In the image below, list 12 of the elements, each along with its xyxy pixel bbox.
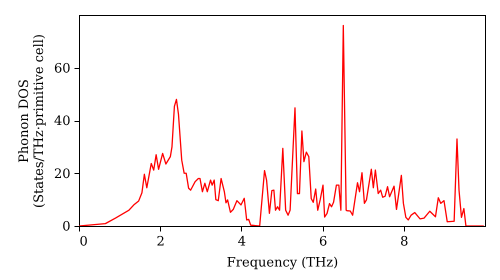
- x-tick-label: 4: [238, 234, 246, 250]
- line-series: [79, 24, 484, 226]
- x-tick-label: 8: [400, 234, 408, 250]
- y-axis-title: Phonon DOS (States/THz·primitive cell): [16, 34, 47, 208]
- y-tick-label: 40: [54, 114, 70, 129]
- y-tick-label: 60: [54, 61, 70, 76]
- x-tick-label: 0: [80, 234, 88, 250]
- y-tick-label: 20: [54, 166, 70, 182]
- x-axis-title: Frequency (THz): [226, 256, 338, 270]
- x-tick-label: 6: [318, 234, 328, 250]
- x-tick-label: 2: [156, 234, 165, 250]
- y-tick-label: 0: [62, 220, 70, 234]
